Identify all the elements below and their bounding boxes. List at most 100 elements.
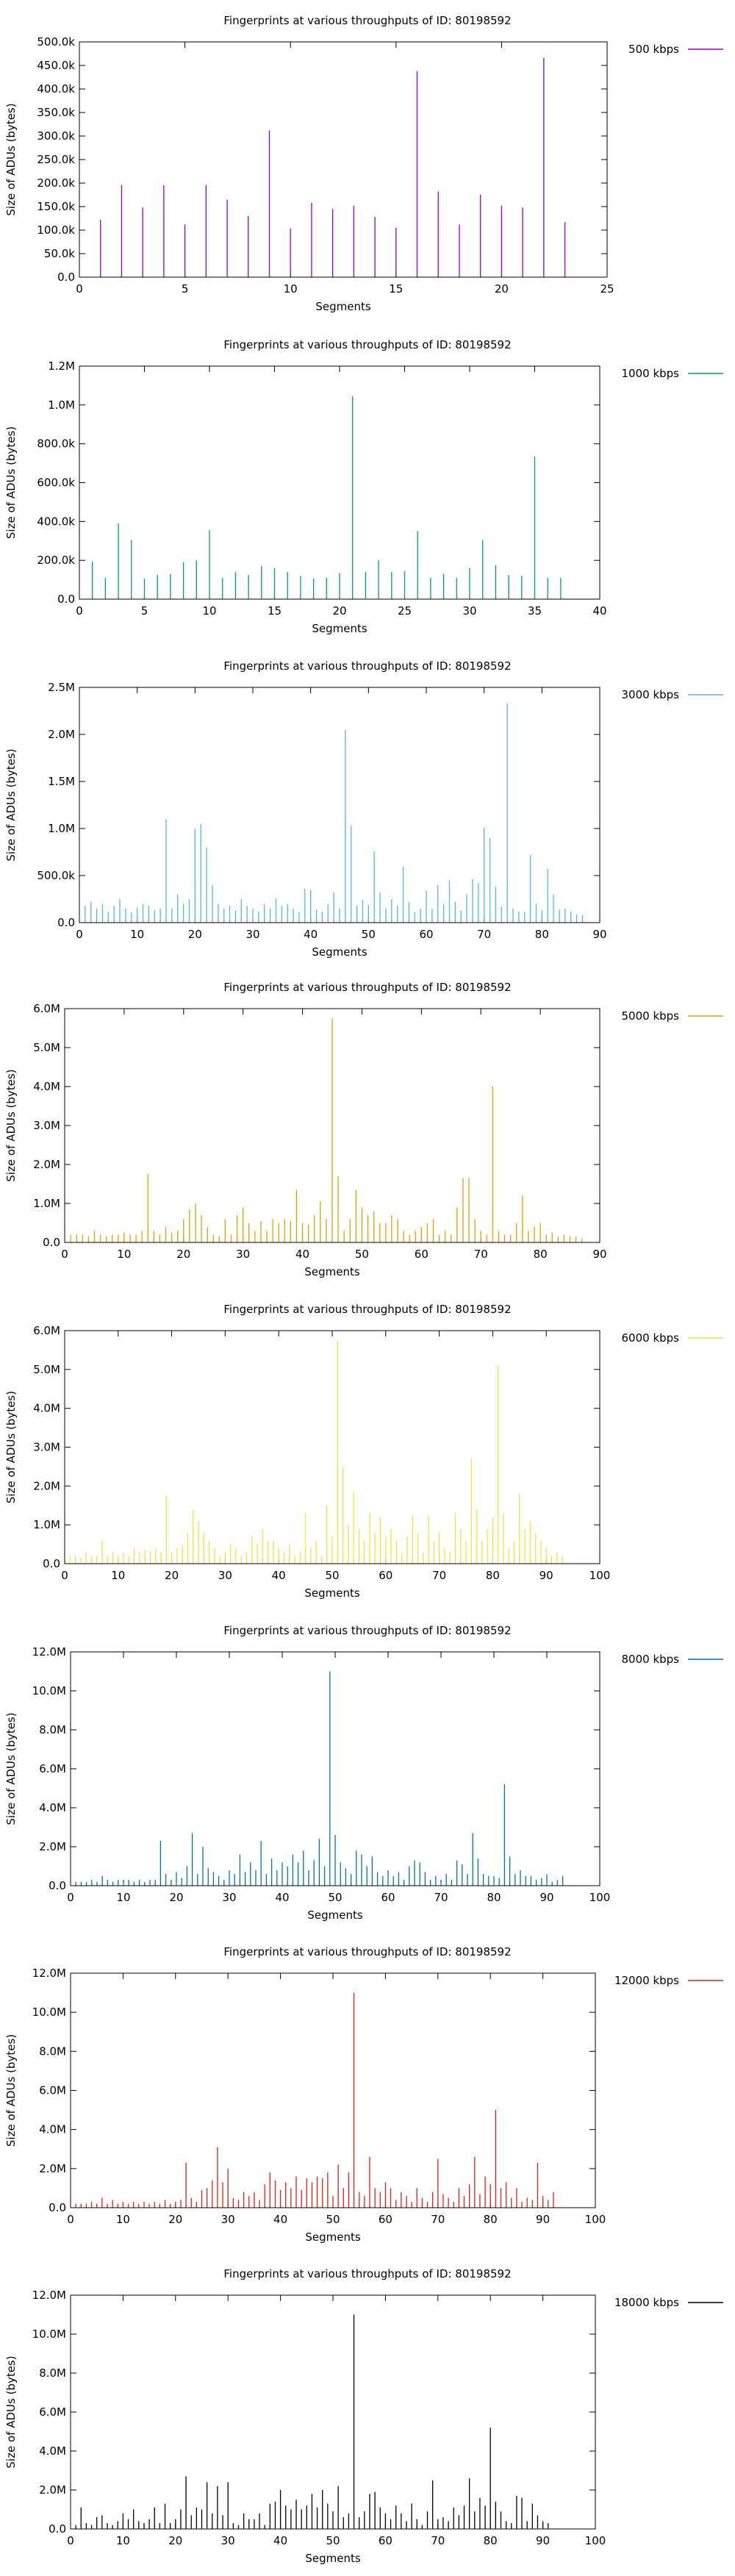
legend-label: 12000 kbps <box>614 1974 679 1987</box>
x-axis-label: Segments <box>312 622 368 635</box>
plot-frame <box>64 1008 600 1243</box>
x-tick-label: 70 <box>432 1569 446 1582</box>
x-axis-label: Segments <box>307 1908 363 1922</box>
x-tick-label: 20 <box>169 1891 183 1904</box>
y-tick-label: 10.0M <box>32 2328 66 2341</box>
y-tick-label: 8.0M <box>39 1723 66 1736</box>
y-tick-label: 4.0M <box>39 2444 66 2458</box>
x-tick-label: 5 <box>141 604 148 618</box>
x-tick-label: 30 <box>218 1569 232 1582</box>
x-tick-label: 30 <box>245 928 259 941</box>
y-tick-label: 2.0M <box>39 2483 66 2497</box>
y-tick-label: 1.0M <box>33 1518 60 1531</box>
y-tick-label: 2.0M <box>39 1840 66 1853</box>
y-tick-label: 0.0 <box>49 1879 66 1892</box>
x-tick-label: 80 <box>534 1248 548 1261</box>
x-tick-label: 50 <box>355 1248 369 1261</box>
x-tick-label: 80 <box>535 928 549 941</box>
x-axis-label: Segments <box>304 1265 360 1278</box>
x-tick-label: 90 <box>539 1569 553 1582</box>
x-tick-label: 10 <box>111 1569 125 1582</box>
x-tick-label: 0 <box>67 2213 74 2226</box>
y-tick-label: 4.0M <box>39 1801 66 1814</box>
y-tick-label: 250.0k <box>37 153 75 166</box>
x-tick-label: 20 <box>332 604 346 618</box>
y-tick-label: 1.5M <box>48 775 75 788</box>
x-tick-label: 10 <box>202 604 216 618</box>
x-axis-label: Segments <box>305 2552 361 2565</box>
y-tick-label: 12.0M <box>32 2289 66 2302</box>
y-tick-label: 8.0M <box>39 2366 66 2380</box>
chart-title: Fingerprints at various throughputs of I… <box>223 2267 511 2280</box>
legend-label: 6000 kbps <box>622 1331 680 1345</box>
y-tick-label: 4.0M <box>39 2123 66 2136</box>
x-tick-label: 20 <box>176 1248 190 1261</box>
x-tick-label: 50 <box>326 2213 340 2226</box>
x-tick-label: 25 <box>600 282 614 296</box>
chart-panel-4: Fingerprints at various throughputs of I… <box>4 981 723 1278</box>
x-tick-label: 60 <box>415 1248 429 1261</box>
y-tick-label: 300.0k <box>37 129 75 143</box>
x-tick-label: 20 <box>168 2534 182 2547</box>
x-tick-label: 10 <box>117 1248 131 1261</box>
y-tick-label: 2.0M <box>33 1479 60 1492</box>
x-tick-label: 70 <box>431 2213 445 2226</box>
legend-label: 5000 kbps <box>622 1009 680 1023</box>
chart-title: Fingerprints at various throughputs of I… <box>223 1624 511 1637</box>
y-tick-label: 10.0M <box>32 1684 66 1697</box>
x-tick-label: 90 <box>592 928 606 941</box>
x-tick-label: 30 <box>236 1248 250 1261</box>
legend-label: 500 kbps <box>628 43 679 56</box>
y-tick-label: 500.0k <box>37 35 75 49</box>
y-tick-label: 0.0 <box>57 271 75 284</box>
y-tick-label: 0.0 <box>43 1557 60 1570</box>
x-tick-label: 100 <box>585 2213 606 2226</box>
x-axis-label: Segments <box>315 300 371 313</box>
plot-frame <box>70 2294 596 2530</box>
x-tick-label: 80 <box>487 1891 501 1904</box>
x-tick-label: 30 <box>221 2213 235 2226</box>
y-tick-label: 350.0k <box>37 106 75 119</box>
y-tick-label: 1.0M <box>48 398 75 412</box>
x-tick-label: 60 <box>381 1891 395 1904</box>
plot-frame <box>79 365 600 600</box>
x-tick-label: 5 <box>182 282 189 296</box>
x-tick-label: 40 <box>304 928 318 941</box>
y-tick-label: 10.0M <box>32 2006 66 2019</box>
x-tick-label: 70 <box>477 928 491 941</box>
x-tick-label: 30 <box>462 604 476 618</box>
x-tick-label: 40 <box>275 1891 289 1904</box>
y-axis-label: Size of ADUs (bytes) <box>4 1069 18 1181</box>
x-tick-label: 20 <box>495 282 509 296</box>
x-tick-label: 30 <box>222 1891 236 1904</box>
y-tick-label: 4.0M <box>33 1402 60 1415</box>
y-tick-label: 50.0k <box>44 247 75 260</box>
y-tick-label: 8.0M <box>39 2044 66 2058</box>
x-tick-label: 80 <box>484 2534 498 2547</box>
x-tick-label: 15 <box>389 282 403 296</box>
chart-title: Fingerprints at various throughputs of I… <box>223 1945 511 1958</box>
chart-title: Fingerprints at various throughputs of I… <box>223 14 511 27</box>
x-tick-label: 10 <box>116 2534 130 2547</box>
x-tick-label: 40 <box>272 1569 286 1582</box>
x-tick-label: 50 <box>362 928 376 941</box>
x-tick-label: 40 <box>295 1248 309 1261</box>
x-tick-label: 0 <box>67 2534 74 2547</box>
x-tick-label: 10 <box>130 928 144 941</box>
y-axis-label: Size of ADUs (bytes) <box>4 2034 18 2147</box>
x-tick-label: 20 <box>165 1569 179 1582</box>
x-tick-label: 0 <box>61 1569 68 1582</box>
y-tick-label: 1.2M <box>48 359 75 373</box>
chart-title: Fingerprints at various throughputs of I… <box>223 1303 511 1316</box>
chart-panel-6: Fingerprints at various throughputs of I… <box>4 1624 723 1922</box>
y-tick-label: 2.0M <box>33 1158 60 1171</box>
x-tick-label: 60 <box>419 928 433 941</box>
y-axis-label: Size of ADUs (bytes) <box>4 103 18 215</box>
y-tick-label: 150.0k <box>37 200 75 213</box>
y-tick-label: 6.0M <box>33 1324 60 1337</box>
y-tick-label: 3.0M <box>33 1441 60 1454</box>
y-tick-label: 200.0k <box>37 554 75 567</box>
x-tick-label: 10 <box>284 282 298 296</box>
x-tick-label: 70 <box>434 1891 448 1904</box>
